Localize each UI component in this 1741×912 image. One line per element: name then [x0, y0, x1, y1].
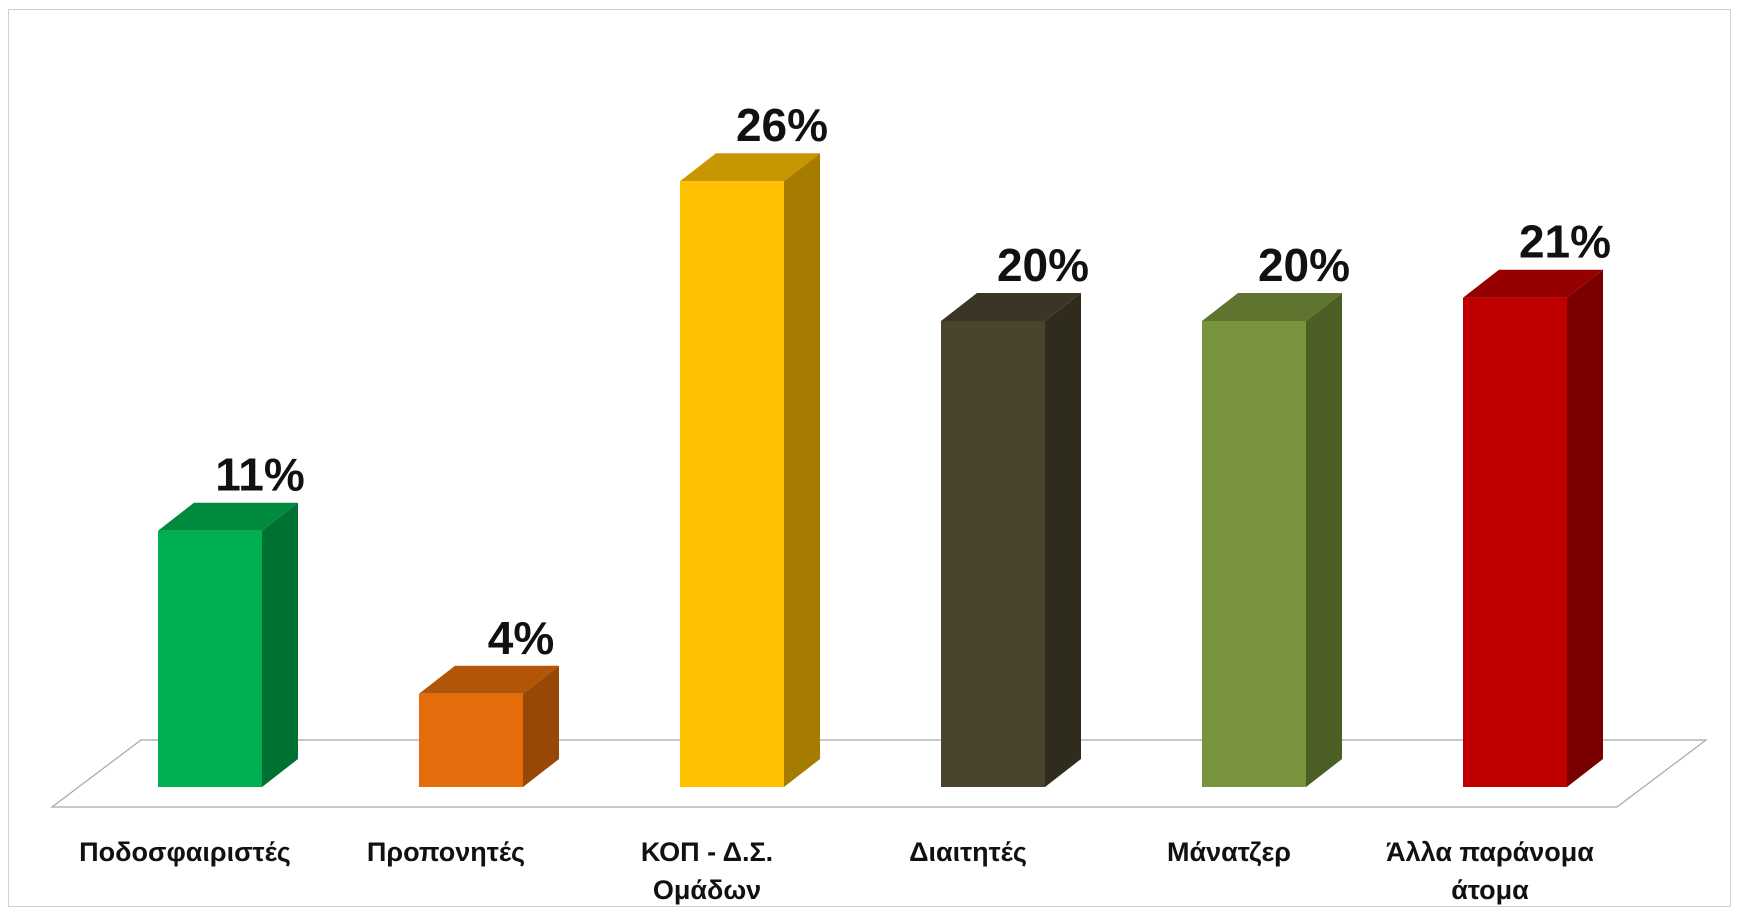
data-label: 20%	[1258, 239, 1350, 291]
category-label: Ποδοσφαιριστές	[79, 837, 291, 867]
bar	[1463, 297, 1567, 787]
data-label: 20%	[997, 239, 1089, 291]
bar-group	[941, 293, 1081, 787]
bar	[941, 321, 1045, 787]
category-label-line: ΚΟΠ - Δ.Σ.	[641, 837, 773, 867]
category-label-line: Διαιτητές	[909, 837, 1027, 867]
bar-group	[1463, 269, 1603, 787]
bar-side	[523, 665, 559, 787]
bar-group	[680, 153, 820, 787]
bar-side	[1567, 269, 1603, 787]
bar-side	[262, 502, 298, 787]
bar-top	[1202, 293, 1342, 321]
category-label: Άλλα παράνομα άτομα	[1386, 837, 1594, 905]
data-label: 21%	[1519, 216, 1611, 268]
category-label-line: Ποδοσφαιριστές	[79, 837, 291, 867]
bar-side	[784, 153, 820, 787]
bar	[419, 693, 523, 787]
bar-top	[941, 293, 1081, 321]
bar-top	[158, 502, 298, 531]
category-label: ΚΟΠ - Δ.Σ. Ομάδων	[641, 837, 773, 905]
bar-top	[419, 665, 559, 694]
category-label-line: Μάνατζερ	[1167, 837, 1291, 867]
data-label: 11%	[215, 449, 305, 501]
bar	[158, 530, 262, 787]
bar-top	[680, 153, 820, 182]
bar	[1202, 321, 1306, 787]
bar-group	[158, 502, 298, 787]
category-label: Μάνατζερ	[1167, 837, 1291, 867]
category-label-line: άτομα	[1451, 875, 1529, 905]
bar-side	[1045, 293, 1081, 787]
bar-side	[1306, 293, 1342, 787]
category-label: Διαιτητές	[909, 837, 1027, 867]
category-label-line: Άλλα παράνομα	[1386, 837, 1594, 867]
category-label: Προπονητές	[367, 837, 525, 867]
chart-floor	[50, 739, 1708, 808]
data-label: 4%	[488, 612, 554, 664]
bar	[680, 181, 784, 787]
category-label-line: Προπονητές	[367, 837, 525, 867]
category-label-line: Ομάδων	[653, 875, 761, 905]
bar-group	[419, 665, 559, 787]
bar-group	[1202, 293, 1342, 787]
bar-top	[1463, 269, 1603, 298]
data-label: 26%	[736, 99, 828, 151]
